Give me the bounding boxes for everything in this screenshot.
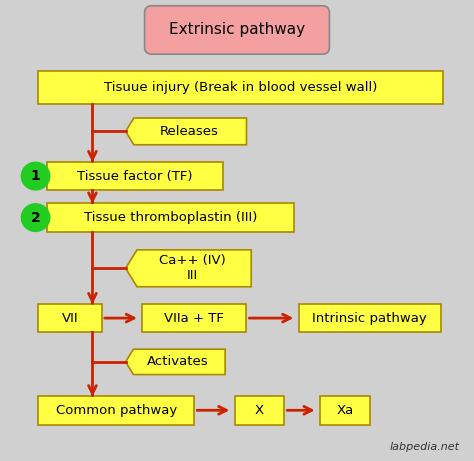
Text: Xa: Xa [336,404,354,417]
Text: Common pathway: Common pathway [55,404,177,417]
Circle shape [21,162,50,190]
Text: Activates: Activates [147,355,209,368]
Text: Intrinsic pathway: Intrinsic pathway [312,312,427,325]
Text: 2: 2 [31,211,40,225]
FancyBboxPatch shape [320,396,370,425]
FancyBboxPatch shape [299,304,441,332]
FancyBboxPatch shape [47,203,294,232]
Text: labpedia.net: labpedia.net [390,442,460,452]
FancyBboxPatch shape [142,304,246,332]
Text: Tissue factor (TF): Tissue factor (TF) [77,170,193,183]
FancyBboxPatch shape [38,71,443,104]
FancyBboxPatch shape [47,162,223,190]
Text: VII: VII [62,312,78,325]
Text: Tissue thromboplastin (III): Tissue thromboplastin (III) [84,211,257,224]
Text: X: X [255,404,264,417]
FancyBboxPatch shape [38,396,194,425]
Text: Ca++ (IV)
III: Ca++ (IV) III [159,254,226,282]
Polygon shape [126,250,251,287]
Text: Extrinsic pathway: Extrinsic pathway [169,23,305,37]
FancyBboxPatch shape [235,396,284,425]
Polygon shape [126,118,246,145]
Circle shape [21,204,50,231]
Text: VIIa + TF: VIIa + TF [164,312,224,325]
Text: Releases: Releases [159,125,218,138]
Text: 1: 1 [31,169,40,183]
FancyBboxPatch shape [145,6,329,54]
Text: Tisuue injury (Break in blood vessel wall): Tisuue injury (Break in blood vessel wal… [104,81,377,94]
FancyBboxPatch shape [38,304,102,332]
Polygon shape [126,349,225,374]
